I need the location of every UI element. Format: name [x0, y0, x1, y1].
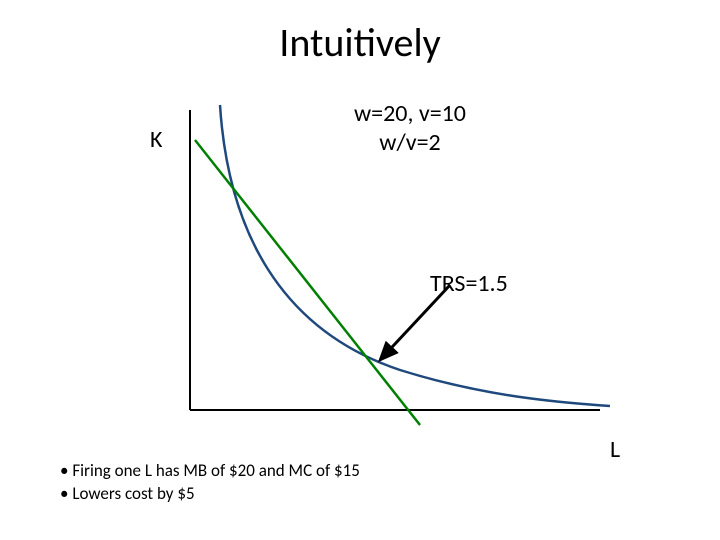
- page-title: Intuitively: [0, 18, 720, 67]
- bullet-1: Firing one L has MB of $20 and MC of $15: [60, 460, 360, 483]
- isoquant-curve: [220, 105, 610, 406]
- isocost-line: [195, 140, 420, 425]
- axis-label-k: K: [150, 125, 162, 154]
- bullet-list: Firing one L has MB of $20 and MC of $15…: [60, 460, 360, 506]
- trs-arrow: [380, 285, 450, 360]
- chart-svg: [180, 110, 610, 430]
- bullet-2: Lowers cost by $5: [60, 483, 360, 506]
- slide: Intuitively K w=20, v=10 w/v=2 TRS=1.5 L: [0, 0, 720, 540]
- chart-area: [180, 110, 610, 430]
- axis-label-l: L: [610, 435, 620, 464]
